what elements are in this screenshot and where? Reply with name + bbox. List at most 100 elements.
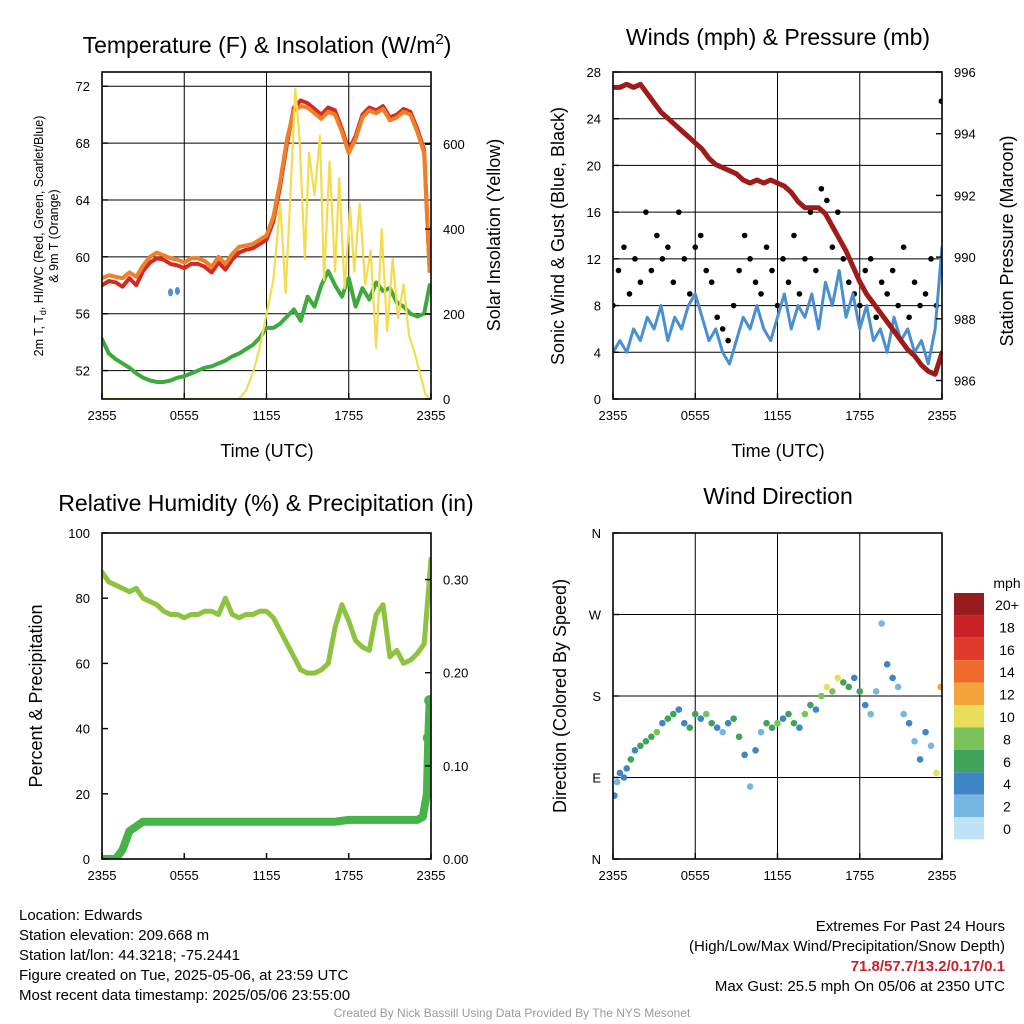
y2-tick-label: 0.10 [443, 759, 468, 774]
direction-point [713, 724, 721, 731]
y-tick-label: 4 [594, 345, 601, 360]
gust-point [845, 279, 852, 286]
direction-point [686, 724, 694, 731]
y2-tick-label: 992 [954, 188, 976, 203]
direction-point [829, 688, 836, 695]
direction-point [812, 706, 820, 713]
extremes-legend: (High/Low/Max Wind/Precipitation/Snow De… [689, 938, 1005, 955]
direction-point [840, 679, 847, 686]
y-tick-label: 16 [587, 205, 601, 220]
max-gust: Max Gust: 25.5 mph On 05/06 at 2350 UTC [714, 978, 1005, 995]
y2-tick-label: 0.20 [443, 666, 468, 681]
gust-point [725, 337, 731, 344]
humidity-title: Relative Humidity (%) & Precipitation (i… [58, 490, 473, 516]
gust-point [659, 256, 666, 262]
gust-point [621, 244, 627, 250]
colorbar-swatch [954, 637, 984, 661]
wind-direction-title: Wind Direction [703, 483, 853, 509]
direction-point [724, 719, 732, 727]
gust-point [900, 244, 907, 250]
direction-point [774, 719, 781, 727]
x-tick-label: 1755 [334, 868, 363, 883]
direction-point [807, 701, 814, 709]
winds-ylabel: Sonic Wind & Gust (Blue, Black) [548, 107, 568, 365]
colorbar-swatch [954, 794, 984, 817]
y-tick-label: 68 [76, 136, 90, 151]
y2-tick-label: 990 [954, 250, 976, 265]
direction-point [627, 756, 635, 763]
gust-point [719, 326, 726, 332]
gust-point [752, 279, 759, 286]
y2-tick-label: 200 [443, 307, 465, 322]
direction-point [790, 719, 798, 727]
gust-point [741, 232, 748, 239]
direction-point [757, 728, 765, 736]
x-tick-label: 2355 [599, 868, 628, 883]
x-tick-label: 1155 [764, 408, 792, 423]
x-tick-label: 2355 [599, 408, 628, 423]
direction-point [653, 728, 661, 736]
direction-point [616, 769, 624, 777]
x-tick-label: 2355 [88, 408, 117, 423]
gust-point [873, 314, 879, 321]
direction-point [659, 719, 666, 727]
series-line-insolation-yellow [102, 87, 431, 399]
direction-point [697, 715, 705, 722]
y2-tick-label: 0.30 [443, 573, 468, 588]
colorbar-label: 12 [999, 687, 1015, 703]
y-tick-label: S [592, 689, 601, 704]
gust-point [895, 302, 901, 309]
x-tick-label: 2355 [417, 408, 446, 423]
gust-point [626, 291, 633, 297]
x-tick-label: 1155 [253, 408, 281, 423]
direction-point [878, 620, 885, 627]
credit-line: Created By Nick Bassill Using Data Provi… [333, 1006, 691, 1020]
humidity-plot-frame [101, 532, 432, 860]
direction-point [719, 728, 726, 736]
gust-point [692, 244, 699, 250]
gust-point [774, 302, 781, 309]
y2-tick-label: 994 [954, 127, 976, 142]
x-tick-label: 1755 [334, 408, 363, 423]
series-line-temp-red [102, 98, 431, 289]
direction-point [637, 742, 644, 750]
direction-point [801, 710, 809, 718]
direction-point [823, 683, 831, 691]
gust-point [785, 279, 792, 286]
gust-point [922, 291, 929, 297]
gust-point [632, 256, 638, 262]
direction-point [708, 719, 715, 727]
y2-tick-label: 988 [954, 312, 976, 327]
gust-point [917, 302, 923, 309]
gust-point [911, 279, 918, 286]
wind-direction-ylabel: Direction (Colored By Speed) [550, 579, 570, 813]
winds-panel: Winds (mph) & Pressure (mb) 2355 0555 1155… [548, 24, 1017, 461]
gust-point [862, 267, 869, 274]
colorbar-label: 18 [999, 619, 1015, 635]
colorbar-swatch [954, 705, 984, 728]
direction-point [763, 719, 770, 727]
gust-point [796, 291, 803, 297]
direction-point [845, 683, 853, 691]
direction-point [818, 692, 825, 700]
gust-point [802, 256, 808, 262]
x-tick-label: 2355 [928, 408, 957, 423]
pressure-ylabel: Station Pressure (Maroon) [997, 135, 1017, 346]
colorbar-label: 14 [999, 664, 1015, 680]
y2-tick-label: 986 [954, 373, 976, 388]
gust-point [878, 279, 885, 286]
direction-point [900, 710, 907, 718]
colorbar-swatch [954, 682, 984, 705]
gust-point [681, 256, 688, 262]
gust-point [884, 291, 890, 297]
temperature-ylabel-line1: 2m T, Td, HI/WC (Red, Green, Scarlet/Blu… [32, 116, 48, 357]
direction-point [680, 719, 688, 727]
direction-point [937, 683, 942, 691]
direction-point [741, 751, 748, 759]
gust-point [867, 256, 874, 262]
humidity-panel: Relative Humidity (%) & Precipitation (i… [26, 490, 474, 883]
gust-point [818, 185, 825, 192]
direction-point [785, 710, 792, 718]
series-line-rh-green [102, 556, 431, 676]
